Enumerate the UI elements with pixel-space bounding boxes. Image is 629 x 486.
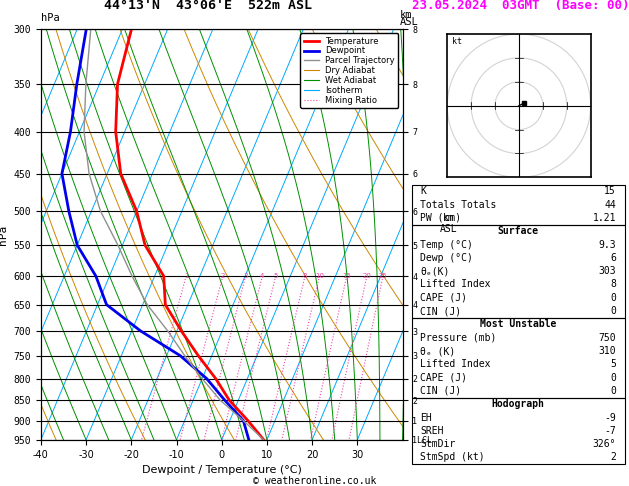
Text: CAPE (J): CAPE (J)	[421, 373, 467, 382]
Text: θₑ (K): θₑ (K)	[421, 346, 456, 356]
Text: 8: 8	[610, 279, 616, 290]
Text: 25: 25	[379, 273, 387, 279]
Text: CIN (J): CIN (J)	[421, 306, 462, 316]
Text: 23.05.2024  03GMT  (Base: 00): 23.05.2024 03GMT (Base: 00)	[412, 0, 629, 12]
Text: 0: 0	[610, 386, 616, 396]
Legend: Temperature, Dewpoint, Parcel Trajectory, Dry Adiabat, Wet Adiabat, Isotherm, Mi: Temperature, Dewpoint, Parcel Trajectory…	[301, 34, 398, 108]
Text: Lifted Index: Lifted Index	[421, 279, 491, 290]
Text: Temp (°C): Temp (°C)	[421, 240, 474, 250]
Text: StmSpd (kt): StmSpd (kt)	[421, 452, 485, 463]
Text: 5: 5	[610, 359, 616, 369]
Text: Surface: Surface	[498, 226, 539, 236]
Y-axis label: km
ASL: km ASL	[440, 213, 458, 235]
Text: -9: -9	[604, 413, 616, 422]
Text: 8: 8	[303, 273, 307, 279]
Text: kt: kt	[452, 36, 462, 46]
Text: 1: 1	[184, 273, 189, 279]
Text: 0: 0	[610, 373, 616, 382]
Text: km: km	[399, 10, 412, 20]
Bar	[412, 318, 625, 398]
Y-axis label: hPa: hPa	[0, 225, 8, 244]
Text: 10: 10	[315, 273, 324, 279]
Text: CIN (J): CIN (J)	[421, 386, 462, 396]
Text: Pressure (mb): Pressure (mb)	[421, 333, 497, 343]
Text: 1.21: 1.21	[593, 213, 616, 223]
Text: 20: 20	[362, 273, 371, 279]
Text: 0: 0	[610, 293, 616, 303]
Text: 15: 15	[604, 186, 616, 196]
Text: θₑ(K): θₑ(K)	[421, 266, 450, 276]
X-axis label: Dewpoint / Temperature (°C): Dewpoint / Temperature (°C)	[142, 465, 302, 475]
Text: 326°: 326°	[593, 439, 616, 449]
Text: StmDir: StmDir	[421, 439, 456, 449]
Bar	[412, 398, 625, 464]
Text: Lifted Index: Lifted Index	[421, 359, 491, 369]
Text: 2: 2	[221, 273, 225, 279]
Text: Hodograph: Hodograph	[492, 399, 545, 409]
Text: -7: -7	[604, 426, 616, 436]
Text: ASL: ASL	[399, 17, 418, 27]
Text: 750: 750	[598, 333, 616, 343]
Text: SREH: SREH	[421, 426, 444, 436]
Text: 2: 2	[610, 452, 616, 463]
Text: 310: 310	[598, 346, 616, 356]
Text: Most Unstable: Most Unstable	[480, 319, 557, 330]
Bar	[412, 225, 625, 318]
Text: 303: 303	[598, 266, 616, 276]
Text: hPa: hPa	[41, 13, 60, 23]
Text: PW (cm): PW (cm)	[421, 213, 462, 223]
Text: K: K	[421, 186, 426, 196]
Text: Totals Totals: Totals Totals	[421, 200, 497, 209]
Text: 9.3: 9.3	[598, 240, 616, 250]
Text: 15: 15	[342, 273, 351, 279]
Text: 4: 4	[260, 273, 265, 279]
Text: © weatheronline.co.uk: © weatheronline.co.uk	[253, 476, 376, 486]
Text: 44°13'N  43°06'E  522m ASL: 44°13'N 43°06'E 522m ASL	[104, 0, 311, 12]
Text: 6: 6	[610, 253, 616, 263]
Text: Dewp (°C): Dewp (°C)	[421, 253, 474, 263]
Text: CAPE (J): CAPE (J)	[421, 293, 467, 303]
Text: EH: EH	[421, 413, 432, 422]
Text: 44: 44	[604, 200, 616, 209]
Bar	[412, 185, 625, 225]
Text: 3: 3	[243, 273, 248, 279]
Text: 5: 5	[274, 273, 278, 279]
Text: 0: 0	[610, 306, 616, 316]
